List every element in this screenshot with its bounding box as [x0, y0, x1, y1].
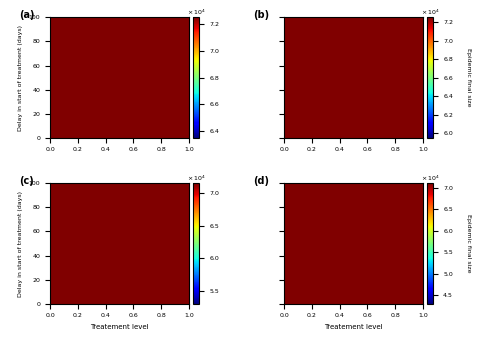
- Text: (a): (a): [20, 10, 35, 20]
- Text: (c): (c): [20, 176, 34, 186]
- Y-axis label: Delay in start of treatment (days): Delay in start of treatment (days): [18, 191, 23, 297]
- Title: $\times\,10^4$: $\times\,10^4$: [187, 173, 206, 183]
- X-axis label: Treatement level: Treatement level: [324, 324, 383, 330]
- Y-axis label: Epidemic final size: Epidemic final size: [466, 214, 470, 273]
- X-axis label: Treatement level: Treatement level: [90, 324, 149, 330]
- Y-axis label: Delay in start of treatment (days): Delay in start of treatment (days): [18, 24, 23, 131]
- Title: $\times\,10^4$: $\times\,10^4$: [187, 8, 206, 17]
- Y-axis label: Epidemic final size: Epidemic final size: [466, 48, 470, 107]
- Text: (b): (b): [254, 10, 270, 20]
- Title: $\times\,10^4$: $\times\,10^4$: [421, 173, 440, 183]
- Text: (d): (d): [254, 176, 270, 186]
- Title: $\times\,10^4$: $\times\,10^4$: [421, 8, 440, 17]
